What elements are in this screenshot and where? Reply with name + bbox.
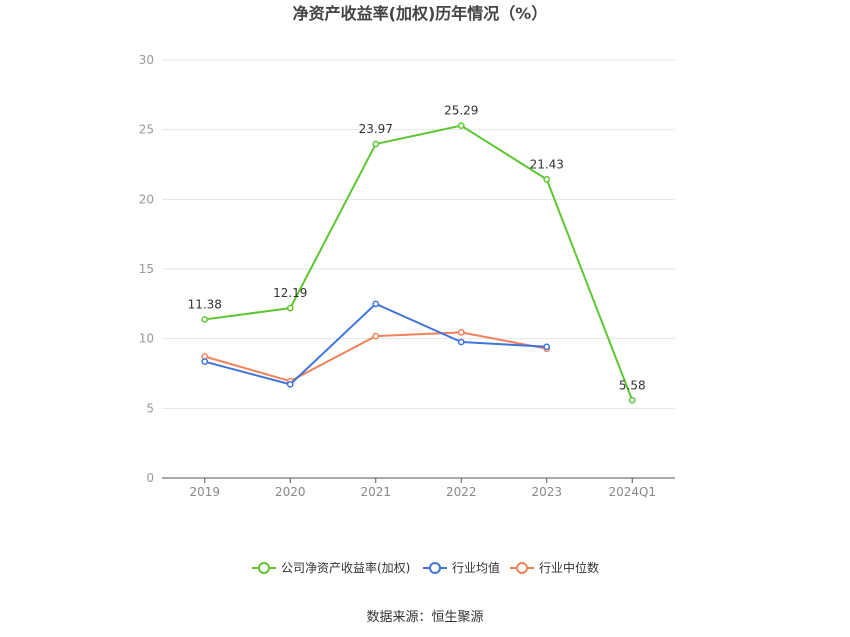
y-tick-label: 5 (146, 401, 154, 415)
data-point[interactable] (372, 140, 380, 148)
data-point[interactable] (201, 316, 209, 323)
legend-marker (516, 562, 528, 574)
data-point[interactable] (543, 343, 551, 351)
data-point[interactable] (457, 122, 465, 129)
x-tick-label: 2024Q1 (608, 485, 656, 499)
y-tick-label: 30 (139, 53, 154, 67)
legend-item[interactable]: 行业中位数 (510, 560, 599, 575)
y-tick-label: 10 (139, 332, 154, 346)
legend-marker (258, 562, 270, 574)
data-point[interactable] (286, 304, 294, 312)
x-tick-label: 2020 (275, 485, 306, 499)
data-point[interactable] (201, 358, 209, 366)
source-note: 数据来源：恒生聚源 (366, 610, 483, 625)
data-point[interactable] (457, 329, 465, 336)
legend-label: 行业中位数 (539, 560, 599, 575)
legend[interactable]: 公司净资产收益率(加权) 行业均值 行业中位数 (252, 560, 599, 575)
legend-item[interactable]: 公司净资产收益率(加权) (252, 560, 410, 575)
legend-label: 公司净资产收益率(加权) (281, 560, 410, 575)
data-point[interactable] (628, 396, 636, 404)
data-label: 21.43 (530, 157, 564, 171)
data-point[interactable] (543, 176, 551, 183)
y-tick-label: 25 (139, 123, 154, 137)
data-label: 23.97 (359, 122, 393, 136)
axes: 0 5 10 15 20 25 30 2019 2020 2021 2022 2023 2024Q1 (139, 53, 675, 499)
x-tick-label: 2023 (531, 485, 562, 499)
legend-item[interactable]: 行业均值 (423, 560, 500, 575)
data-label: 25.29 (444, 104, 478, 118)
chart-title: 净资产收益率(加权)历年情况（%） (293, 4, 548, 23)
data-point[interactable] (372, 332, 380, 340)
series-0: 11.38 12.19 23.97 25.29 21.43 5.58 (188, 104, 646, 404)
series-line (204, 124, 634, 401)
data-point[interactable] (286, 381, 294, 388)
legend-marker (429, 562, 441, 574)
data-label: 11.38 (188, 297, 222, 311)
legend-label: 行业均值 (452, 560, 500, 575)
series-1 (201, 300, 551, 388)
data-point[interactable] (457, 338, 465, 346)
y-tick-label: 15 (139, 262, 154, 276)
series-line (204, 331, 547, 383)
gridlines (162, 59, 675, 409)
x-tick-label: 2022 (446, 485, 477, 499)
y-tick-label: 0 (146, 471, 154, 485)
x-tick-label: 2019 (189, 485, 220, 499)
series: 11.38 12.19 23.97 25.29 21.43 5.58 (188, 104, 646, 404)
data-label: 5.58 (619, 378, 646, 392)
y-tick-label: 20 (139, 192, 154, 206)
data-point[interactable] (372, 300, 380, 308)
data-label: 12.19 (273, 286, 307, 300)
x-tick-label: 2021 (360, 485, 391, 499)
